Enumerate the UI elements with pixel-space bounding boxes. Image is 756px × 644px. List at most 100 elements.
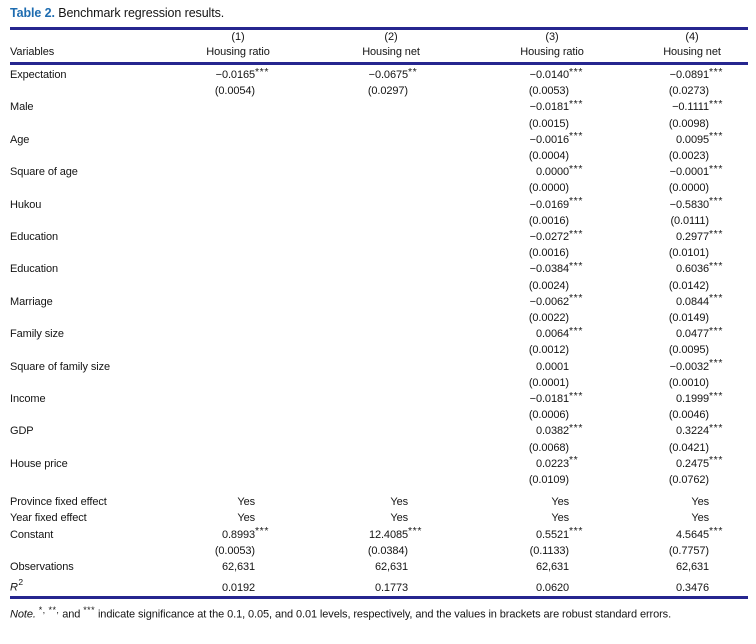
value-cell: 0.6036 *** bbox=[595, 260, 748, 277]
coefficient: −0.0165 bbox=[215, 69, 255, 81]
value-box: 0.2475 *** bbox=[649, 454, 735, 472]
table-row: Square of family size 0.0001 −0.0032 *** bbox=[10, 357, 748, 375]
value-cell: (0.0016) bbox=[434, 213, 595, 229]
value-cell: 0.0382 *** bbox=[434, 422, 595, 439]
standard-error: (0.1133) bbox=[529, 544, 569, 557]
value-cell: −0.0272 *** bbox=[434, 228, 595, 245]
standard-error: (0.0053) bbox=[528, 85, 569, 98]
value-cell: (0.0000) bbox=[434, 180, 595, 196]
value-box: 0.6036 *** bbox=[649, 260, 735, 277]
coefficient: Yes bbox=[237, 512, 255, 525]
value-box: −0.0169 *** bbox=[509, 195, 595, 213]
value-cell: 0.1773 bbox=[281, 575, 434, 596]
value-cell bbox=[175, 148, 281, 164]
value-cell: Yes bbox=[434, 510, 595, 526]
value-box: (0.0273) bbox=[649, 83, 735, 99]
value-cell bbox=[175, 180, 281, 196]
value-cell bbox=[281, 213, 434, 229]
coefficient: 0.3476 bbox=[675, 581, 709, 594]
value-cell: Yes bbox=[281, 510, 434, 526]
significance-stars: *** bbox=[255, 65, 270, 78]
value-cell bbox=[175, 132, 281, 148]
column-number: (4) bbox=[595, 30, 748, 44]
row-label: Hukou bbox=[10, 198, 42, 211]
value-cell bbox=[281, 164, 434, 180]
value-box: (0.0016) bbox=[509, 245, 595, 261]
value-box: (0.0384) bbox=[348, 543, 434, 559]
table-row: Province fixed effect Yes Yes Yes Yes bbox=[10, 488, 748, 510]
coefficient: 4.5645 bbox=[675, 528, 709, 541]
standard-error: (0.0053) bbox=[214, 544, 255, 557]
value-cell: (0.0006) bbox=[434, 407, 595, 423]
value-cell bbox=[175, 423, 281, 439]
value-box: (0.0024) bbox=[509, 278, 595, 294]
standard-error: (0.0000) bbox=[528, 182, 569, 195]
coefficient: 0.1773 bbox=[374, 581, 408, 594]
value-cell bbox=[175, 407, 281, 423]
coefficient: 0.3224 bbox=[675, 425, 709, 438]
value-cell bbox=[175, 294, 281, 310]
se-row: (0.0000) (0.0000) bbox=[10, 180, 748, 196]
row-label: Family size bbox=[10, 328, 64, 341]
coefficient: 0.5521 bbox=[535, 528, 569, 541]
value-box: Yes bbox=[649, 494, 735, 510]
value-box: Yes bbox=[195, 510, 281, 526]
se-row: (0.0109) (0.0762) bbox=[10, 472, 748, 488]
value-cell: −0.0181 *** bbox=[434, 98, 595, 115]
row-label bbox=[10, 407, 175, 423]
top-rule bbox=[10, 27, 748, 30]
standard-error: (0.0023) bbox=[668, 150, 709, 163]
value-cell: 62,631 bbox=[281, 559, 434, 575]
significance-stars: *** bbox=[255, 525, 270, 538]
standard-error: (0.0111) bbox=[670, 214, 709, 227]
row-label: GDP bbox=[10, 425, 34, 438]
header-model-numbers: (1) (2) (3) (4) bbox=[10, 30, 748, 44]
se-row: (0.0001) (0.0010) bbox=[10, 375, 748, 391]
table-row: Year fixed effect Yes Yes Yes Yes bbox=[10, 510, 748, 526]
value-box: (0.7757) bbox=[649, 543, 735, 559]
significance-stars: *** bbox=[569, 525, 584, 538]
value-cell: (0.0101) bbox=[595, 245, 748, 261]
value-cell: (0.0010) bbox=[595, 375, 748, 391]
se-row: (0.0053) (0.0384) (0.1133) (0.7757) bbox=[10, 543, 748, 559]
value-cell: 0.0064 *** bbox=[434, 325, 595, 342]
value-box: 0.0223 ** bbox=[509, 454, 595, 472]
value-box: −0.0384 *** bbox=[509, 260, 595, 277]
value-cell: 0.2475 *** bbox=[595, 454, 748, 472]
standard-error: (0.0015) bbox=[528, 117, 569, 130]
row-label bbox=[10, 472, 175, 488]
value-cell: (0.0421) bbox=[595, 440, 748, 456]
value-box: 0.0064 *** bbox=[509, 325, 595, 342]
header-rule bbox=[10, 62, 748, 65]
value-cell: (0.0023) bbox=[595, 148, 748, 164]
significance-stars: *** bbox=[709, 525, 724, 538]
standard-error: (0.0142) bbox=[668, 279, 709, 292]
column-number-box: (3) bbox=[545, 31, 559, 43]
row-label bbox=[10, 180, 175, 196]
value-box: (0.0149) bbox=[649, 310, 735, 326]
value-cell bbox=[281, 456, 434, 472]
coefficient: Yes bbox=[237, 496, 255, 509]
value-cell: 62,631 bbox=[434, 559, 595, 575]
value-box: −0.0181 *** bbox=[509, 98, 595, 115]
value-box: (0.0022) bbox=[509, 310, 595, 326]
value-cell: (0.0111) bbox=[595, 213, 748, 229]
coefficient: 0.0064 bbox=[535, 328, 569, 341]
row-label: Observations bbox=[10, 561, 74, 574]
value-box: 62,631 bbox=[649, 559, 735, 575]
table-note: Note. *, **, and *** indicate significan… bbox=[10, 603, 747, 623]
value-cell: Yes bbox=[175, 510, 281, 526]
significance-stars: *** bbox=[709, 130, 724, 143]
value-cell bbox=[281, 440, 434, 456]
note-label: Note. bbox=[10, 608, 36, 621]
value-box: 0.3224 *** bbox=[649, 422, 735, 439]
column-name: Housing ratio bbox=[175, 44, 281, 60]
value-box: (0.0010) bbox=[649, 375, 735, 391]
coefficient: −0.0169 bbox=[529, 198, 569, 211]
value-box: −0.0165 *** bbox=[195, 65, 281, 83]
value-box: −0.0891 *** bbox=[649, 66, 735, 83]
coefficient: 0.0001 bbox=[535, 360, 569, 373]
value-cell: Yes bbox=[281, 488, 434, 510]
table-title: Benchmark regression results. bbox=[58, 6, 225, 20]
value-cell: 62,631 bbox=[175, 559, 281, 575]
